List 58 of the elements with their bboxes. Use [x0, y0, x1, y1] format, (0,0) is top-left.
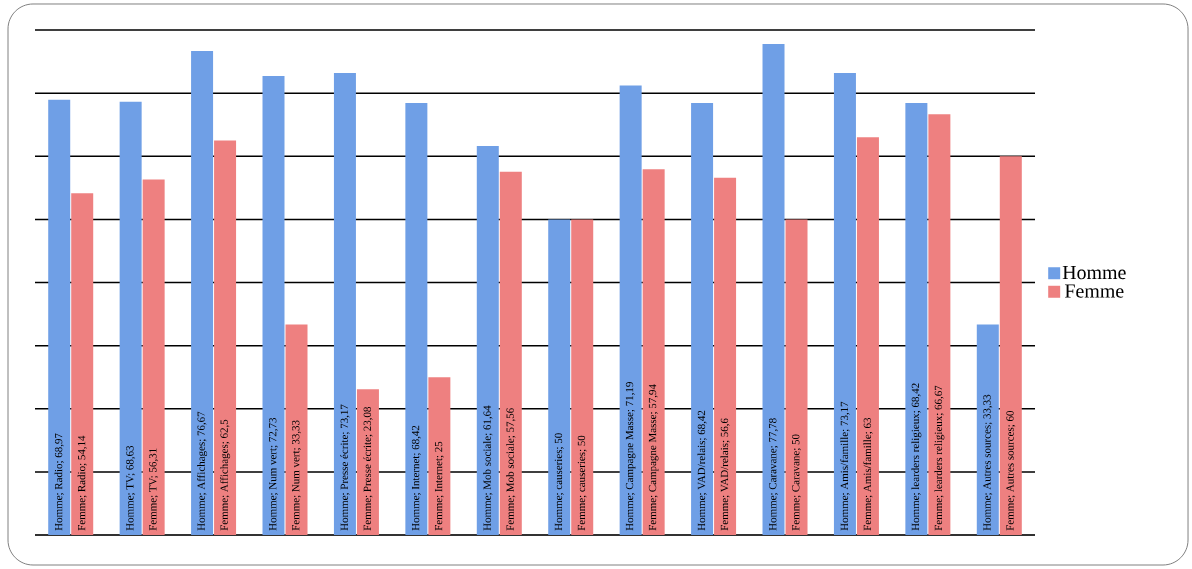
data-label: Femme; Autres sources; 60 — [1006, 410, 1016, 531]
data-label: Femme; Internet; 25 — [434, 441, 444, 531]
data-label: Homme; Num vert; 72,73 — [269, 418, 278, 531]
bar — [928, 114, 951, 535]
data-label: Femme; causeries; 50 — [577, 435, 587, 531]
bar — [119, 101, 142, 535]
bar — [619, 85, 642, 535]
data-label: Femme; Num vert; 33,33 — [292, 420, 301, 531]
bar — [905, 103, 928, 535]
legend-label: Homme — [1062, 265, 1126, 280]
data-label: Femme; Affichages; 62,5 — [220, 419, 231, 531]
bar — [499, 171, 522, 535]
data-label: Femme; VAD/relais; 56,6 — [720, 418, 730, 531]
data-label: Femme; Caravane; 50 — [792, 434, 801, 531]
data-label: Femme; Radio; 54,14 — [77, 435, 87, 531]
data-label: Homme; Presse écrite; 73,17 — [340, 404, 350, 531]
bar — [999, 156, 1022, 535]
bar — [333, 73, 356, 535]
data-label: Femme; learders religieux; 66,67 — [934, 385, 945, 531]
bar — [548, 219, 571, 535]
bar — [262, 75, 285, 535]
data-label: Femme; Presse écrite; 23,08 — [363, 407, 373, 531]
data-label: Femme; TV; 56,31 — [149, 448, 159, 531]
bar — [691, 103, 714, 535]
data-label: Homme; Caravane; 77,78 — [769, 418, 778, 531]
bar — [785, 219, 808, 535]
data-label: Homme; VAD/relais; 68,42 — [697, 410, 707, 531]
data-label: Homme; learders religieux; 68,42 — [911, 383, 922, 531]
bar — [71, 193, 94, 535]
bar — [856, 137, 879, 535]
bar — [48, 99, 71, 535]
data-label: Homme; Affichages; 76,67 — [197, 411, 208, 531]
bar — [976, 324, 999, 535]
bar — [191, 51, 214, 535]
data-label: Homme; Internet; 68,42 — [411, 425, 421, 531]
bar — [476, 145, 499, 535]
data-label: Homme; Campagne Masse; 71,19 — [625, 382, 636, 531]
bar — [356, 389, 379, 535]
data-label: Femme; Mob sociale; 57,56 — [506, 408, 516, 531]
bar — [428, 377, 451, 535]
data-label: Homme; causeries; 50 — [554, 433, 564, 531]
data-label: Homme; Mob sociale; 61,64 — [483, 405, 493, 531]
bar — [285, 324, 308, 535]
data-label: Homme; Autres sources; 33,33 — [983, 394, 993, 531]
bar — [833, 73, 856, 535]
data-label: Homme; TV; 68,63 — [126, 445, 136, 531]
data-label: Homme; Amis/famille; 73,17 — [840, 401, 850, 531]
bar — [571, 219, 594, 535]
bar — [642, 169, 665, 535]
bar — [762, 44, 785, 535]
data-label: Femme; Campagne Masse; 57,94 — [648, 384, 659, 531]
bar — [214, 140, 237, 535]
data-label: Homme; Radio; 68,97 — [54, 433, 64, 531]
data-label: Femme; Amis/famille; 63 — [863, 417, 873, 531]
bar — [142, 179, 165, 535]
bar — [714, 177, 737, 535]
bar — [405, 103, 428, 535]
legend-label: Femme — [1064, 284, 1124, 298]
